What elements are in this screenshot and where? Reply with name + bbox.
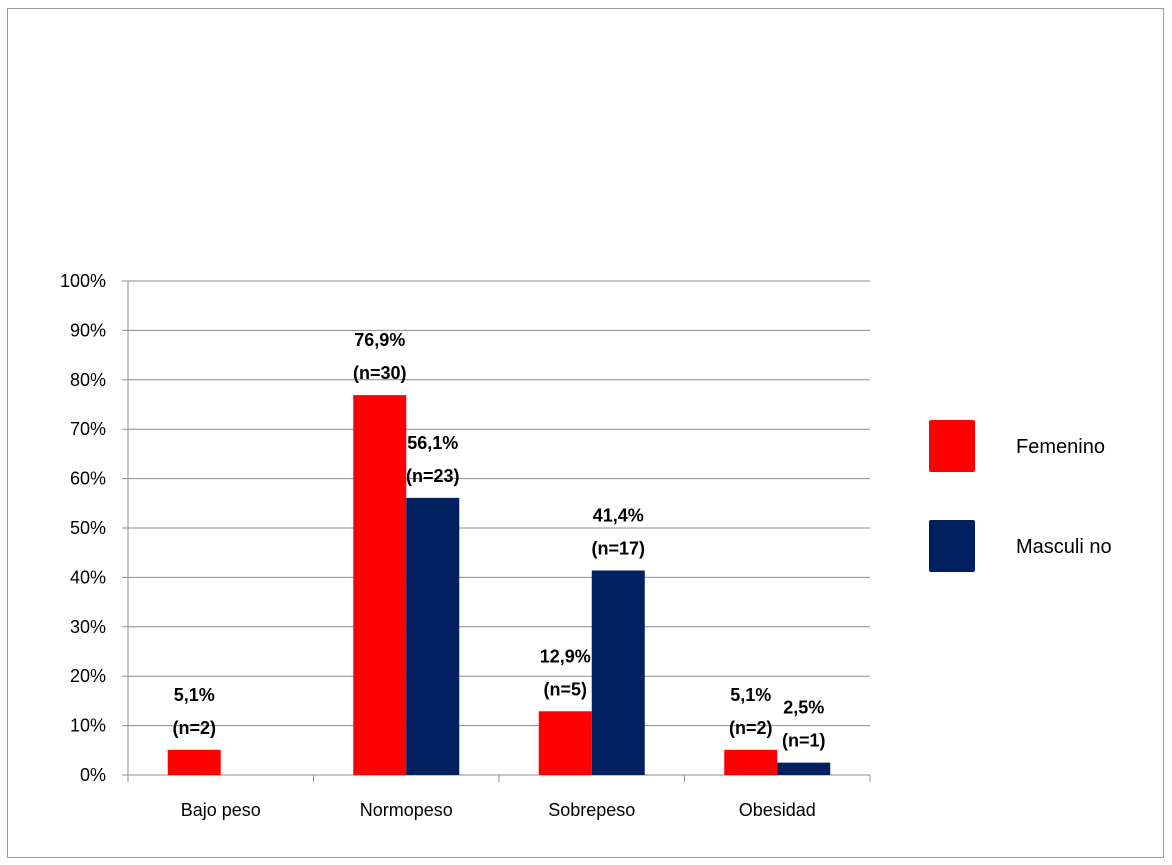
bar-femenino bbox=[353, 395, 407, 775]
data-label-count: (n=30) bbox=[353, 363, 407, 383]
category-label: Sobrepeso bbox=[548, 800, 635, 820]
data-label-percent: 5,1% bbox=[174, 685, 215, 705]
category-label: Obesidad bbox=[739, 800, 816, 820]
category-label: Normopeso bbox=[360, 800, 453, 820]
category-label: Bajo peso bbox=[181, 800, 261, 820]
axes bbox=[127, 281, 871, 782]
legend-label: Masculi no bbox=[1016, 536, 1112, 558]
bar-femenino bbox=[538, 711, 592, 775]
y-tick-label: 100% bbox=[60, 271, 106, 291]
legend-swatch bbox=[929, 420, 975, 472]
data-label-percent: 2,5% bbox=[783, 698, 824, 718]
y-tick-label: 60% bbox=[70, 469, 106, 489]
bar-masculi-no bbox=[591, 570, 645, 775]
y-tick-label: 50% bbox=[70, 518, 106, 538]
bar-masculi-no bbox=[406, 497, 460, 775]
legend-label: Femenino bbox=[1016, 436, 1105, 458]
data-label-percent: 56,1% bbox=[407, 433, 458, 453]
y-tick-label: 10% bbox=[70, 716, 106, 736]
data-label-count: (n=23) bbox=[406, 466, 460, 486]
x-axis-categories: Bajo peso Normopeso Sobrepeso Obesidad bbox=[181, 800, 816, 820]
data-label-percent: 5,1% bbox=[730, 685, 771, 705]
y-tick-label: 40% bbox=[70, 567, 106, 587]
data-label-count: (n=2) bbox=[172, 718, 216, 738]
y-axis-ticks: 0% 10% 20% 30% 40% 50% 60% 70% 80% 90% 100% bbox=[60, 271, 128, 785]
data-label-percent: 76,9% bbox=[354, 330, 405, 350]
data-label-count: (n=2) bbox=[729, 718, 773, 738]
bar-femenino bbox=[724, 749, 778, 775]
data-labels: 5,1% (n=2) 76,9% (n=30) 56,1% (n=23) 12,9% (n=5… bbox=[172, 330, 825, 751]
y-tick-label: 0% bbox=[80, 765, 106, 785]
chart-frame bbox=[7, 8, 1164, 858]
y-tick-label: 90% bbox=[70, 320, 106, 340]
y-tick-label: 20% bbox=[70, 666, 106, 686]
legend: Femenino Masculi no bbox=[929, 420, 1112, 572]
data-label-count: (n=5) bbox=[543, 679, 587, 699]
y-tick-label: 80% bbox=[70, 370, 106, 390]
bar-femenino bbox=[167, 749, 221, 775]
y-tick-label: 30% bbox=[70, 617, 106, 637]
data-label-count: (n=1) bbox=[782, 731, 826, 751]
bars bbox=[167, 395, 831, 775]
y-tick-label: 70% bbox=[70, 419, 106, 439]
legend-swatch bbox=[929, 520, 975, 572]
data-label-percent: 12,9% bbox=[540, 646, 591, 666]
data-label-percent: 41,4% bbox=[593, 505, 644, 525]
gridlines bbox=[128, 280, 870, 727]
data-label-count: (n=17) bbox=[591, 538, 645, 558]
bar-masculi-no bbox=[777, 762, 831, 775]
